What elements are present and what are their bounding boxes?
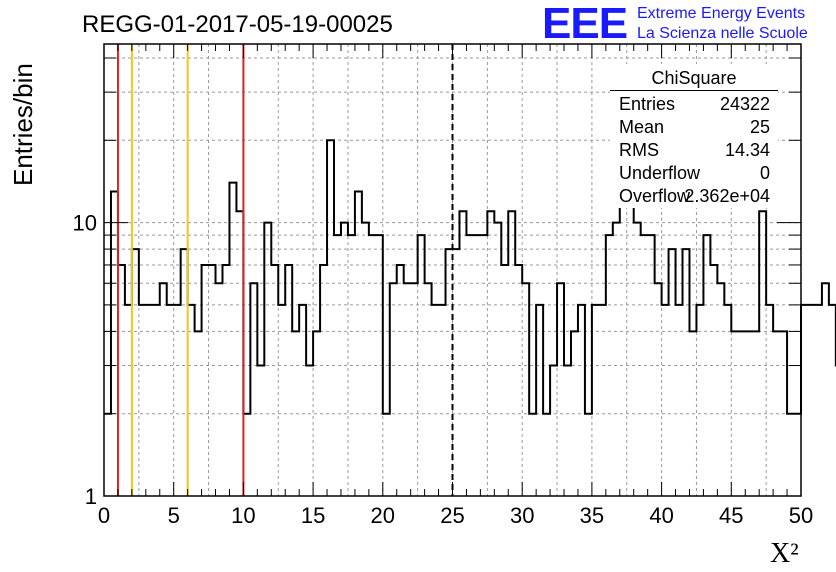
x-tick-label: 10: [231, 503, 255, 528]
y-axis-label: Entries/bin: [8, 63, 38, 186]
stats-row-mean: Mean 25: [619, 117, 770, 139]
x-tick-label: 20: [371, 503, 395, 528]
stats-row-entries: Entries 24322: [619, 94, 770, 116]
logo-text-line1: Extreme Energy Events: [637, 5, 806, 22]
x-tick-label: 35: [580, 503, 604, 528]
stats-key: Entries: [619, 94, 676, 114]
x-tick-label: 5: [168, 503, 180, 528]
stats-value: 2.362e+04: [684, 186, 770, 206]
stats-value: 0: [759, 163, 770, 183]
stats-row-underflow: Underflow 0: [619, 163, 770, 185]
stats-key: Underflow: [619, 163, 701, 183]
stats-key: RMS: [619, 140, 659, 160]
histogram-series: [104, 139, 836, 415]
x-tick-label: 45: [719, 503, 743, 528]
x-tick-label: 0: [98, 503, 110, 528]
x-tick-label: 40: [649, 503, 673, 528]
stats-key: Overflow: [619, 186, 691, 206]
x-tick-label: 50: [789, 503, 813, 528]
stats-row-rms: RMS 14.34: [619, 140, 770, 162]
stats-title-underline: [610, 90, 778, 91]
y-tick-label: 1: [85, 484, 97, 509]
y-tick-label: 10: [73, 211, 97, 236]
x-tick-label: 25: [440, 503, 464, 528]
stats-row-overflow: Overflow 2.362e+04: [619, 186, 770, 208]
stats-box: ChiSquare Entries 24322 Mean 25 RMS 14.3…: [610, 64, 778, 208]
logo-text-line2: La Scienza nelle Scuole: [637, 25, 808, 42]
x-tick-label: 15: [301, 503, 325, 528]
stats-value: 24322: [719, 94, 770, 114]
stats-value: 14.34: [724, 140, 770, 160]
stats-value: 25: [749, 117, 770, 137]
eee-logo-mark: EEE: [542, 0, 628, 48]
x-axis-label: X²: [770, 538, 799, 569]
x-tick-label: 30: [510, 503, 534, 528]
chart-title: REGG-01-2017-05-19-00025: [82, 11, 393, 38]
stats-key: Mean: [619, 117, 665, 137]
stats-title: ChiSquare: [651, 68, 737, 88]
